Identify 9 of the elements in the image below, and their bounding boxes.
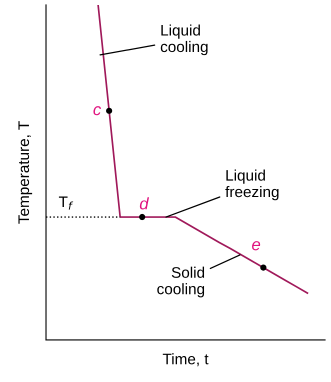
annotation: c	[93, 106, 102, 116]
annotation: Liquid cooling	[160, 24, 208, 56]
x-axis-title: Time, t	[162, 353, 208, 366]
annotation: d	[140, 197, 150, 210]
annotation: Liquid freezing	[225, 170, 279, 200]
annotation: Solid cooling	[157, 266, 204, 298]
ref-line-label: T$_{f}$	[58, 196, 74, 210]
annotation: e	[252, 241, 260, 250]
y-axis-title: Temperature, T	[18, 121, 32, 224]
